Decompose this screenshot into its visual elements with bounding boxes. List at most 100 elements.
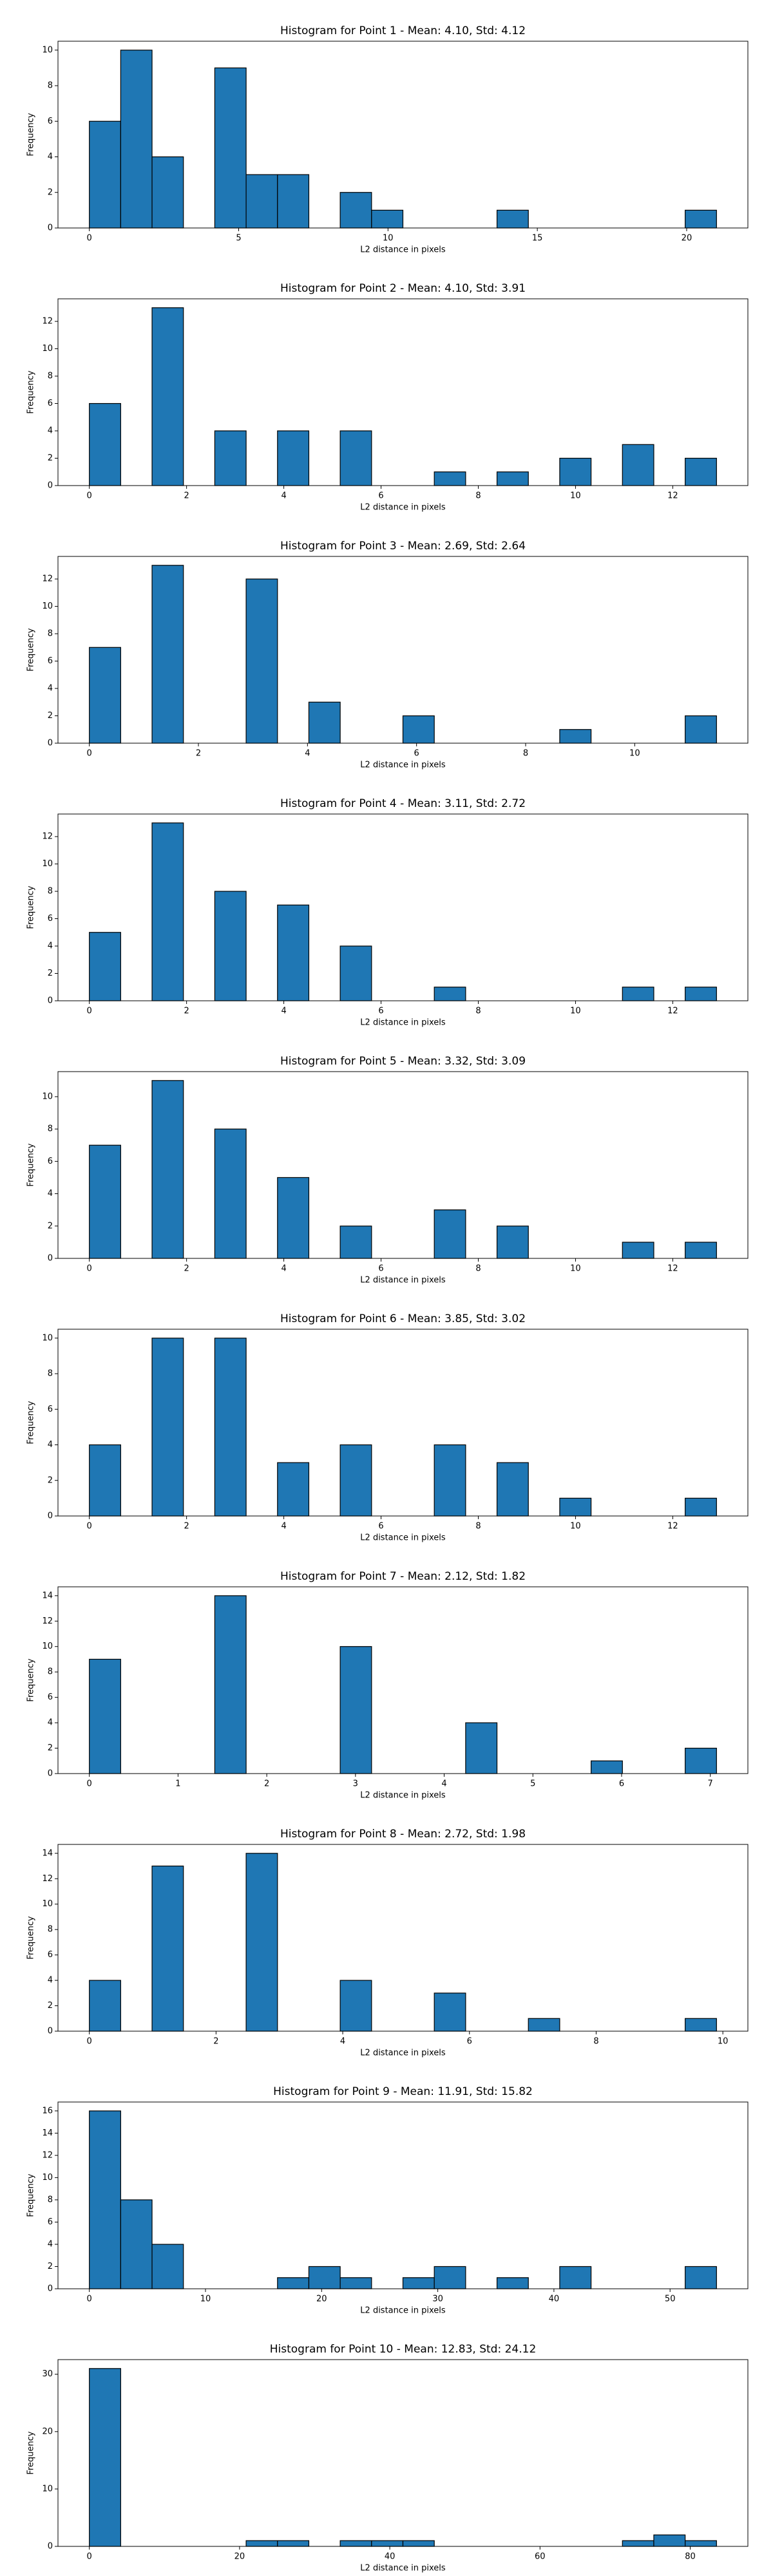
x-tick-label: 6 [467, 2037, 472, 2047]
y-tick-label: 10 [42, 1092, 53, 1101]
histogram-bar [622, 2540, 654, 2547]
y-tick-label: 8 [48, 1667, 53, 1677]
x-tick-label: 2 [264, 1779, 269, 1789]
histogram-bar [214, 891, 247, 1001]
y-tick-label: 10 [42, 601, 53, 611]
histogram-bar [151, 1080, 184, 1259]
histogram-bar [434, 471, 466, 486]
y-tick-label: 2 [48, 969, 53, 978]
histogram-bar [685, 2018, 717, 2032]
y-tick-label: 4 [48, 684, 53, 694]
histogram-bar [89, 120, 121, 229]
y-tick-label: 6 [48, 1405, 53, 1414]
y-tick-label: 12 [42, 1616, 53, 1626]
y-tick-label: 2 [48, 453, 53, 463]
y-tick-label: 4 [48, 942, 53, 951]
histogram-bar [339, 1646, 372, 1774]
x-tick-label: 6 [378, 1522, 383, 1531]
histogram-bar [434, 1993, 466, 2032]
chart-title: Histogram for Point 9 - Mean: 11.91, Std… [273, 2085, 533, 2098]
histogram-bar [89, 932, 121, 1001]
y-tick-label: 6 [48, 2217, 53, 2227]
histogram-bar [339, 2277, 372, 2289]
y-tick-label: 4 [48, 1718, 53, 1728]
y-tick-label: 12 [42, 2150, 53, 2160]
histogram-panel: Histogram for Point 2 - Mean: 4.10, Std:… [26, 282, 749, 513]
histogram-bar [339, 1980, 372, 2032]
histogram-bar [685, 1747, 717, 1774]
histogram-bar [151, 565, 184, 744]
histogram-bar [214, 1595, 247, 1774]
histogram-bar [151, 156, 184, 229]
histogram-bar [622, 987, 654, 1001]
histogram-panel: Histogram for Point 7 - Mean: 2.12, Std:… [26, 1570, 749, 1801]
histogram-bar [559, 2266, 592, 2289]
chart-title: Histogram for Point 6 - Mean: 3.85, Std:… [280, 1312, 526, 1325]
x-tick-label: 0 [87, 2295, 92, 2304]
y-tick-label: 2 [48, 1475, 53, 1485]
histogram-bar [89, 647, 121, 744]
y-tick-label: 4 [48, 1976, 53, 1985]
x-axis-label: L2 distance in pixels [360, 1791, 446, 1801]
y-tick-label: 8 [48, 2195, 53, 2204]
y-axis-label: Frequency [26, 370, 36, 413]
y-tick-label: 0 [48, 2027, 53, 2036]
y-tick-label: 4 [48, 1440, 53, 1450]
histogram-bar [277, 1177, 310, 1259]
x-tick-label: 7 [708, 1779, 713, 1789]
y-tick-label: 8 [48, 629, 53, 639]
histogram-bar [685, 209, 717, 229]
histogram-bar [496, 2277, 529, 2289]
y-tick-label: 0 [48, 739, 53, 748]
x-tick-label: 8 [523, 749, 528, 759]
histogram-bar [465, 1722, 498, 1774]
x-tick-label: 12 [667, 1007, 678, 1016]
x-tick-label: 6 [414, 749, 419, 759]
y-tick-label: 8 [48, 1925, 53, 1935]
y-tick-label: 14 [42, 1848, 53, 1858]
y-tick-label: 14 [42, 1591, 53, 1600]
y-tick-label: 8 [48, 1124, 53, 1134]
x-tick-label: 0 [87, 1522, 92, 1531]
x-tick-label: 4 [441, 1779, 446, 1789]
x-axis-label: L2 distance in pixels [360, 1276, 446, 1285]
histogram-bar [308, 701, 341, 744]
histogram-bar [245, 1853, 278, 2032]
histogram-bar [151, 1338, 184, 1517]
y-tick-label: 10 [42, 2173, 53, 2183]
histogram-bar [120, 50, 153, 229]
y-axis-label: Frequency [26, 1916, 36, 1959]
y-tick-label: 6 [48, 399, 53, 408]
chart-title: Histogram for Point 3 - Mean: 2.69, Std:… [280, 540, 526, 553]
y-tick-label: 6 [48, 117, 53, 126]
x-axis-label: L2 distance in pixels [360, 2306, 446, 2316]
histogram-bar [214, 1338, 247, 1517]
x-tick-label: 8 [475, 1007, 481, 1016]
y-tick-label: 10 [42, 2484, 53, 2494]
y-axis-label: Frequency [26, 628, 36, 671]
axes-frame [57, 1586, 749, 1774]
y-tick-label: 12 [42, 317, 53, 327]
y-tick-label: 10 [42, 1899, 53, 1909]
histogram-bar [496, 1226, 529, 1259]
x-tick-label: 10 [200, 2295, 211, 2304]
x-axis-label: L2 distance in pixels [360, 1533, 446, 1543]
histogram-bar [214, 1128, 247, 1259]
y-tick-label: 0 [48, 223, 53, 233]
x-axis-label: L2 distance in pixels [360, 1018, 446, 1028]
histogram-bar [496, 1462, 529, 1517]
histogram-bar [685, 457, 717, 486]
histogram-bar [151, 307, 184, 486]
histogram-bar [120, 2199, 153, 2289]
axes-frame [57, 556, 749, 744]
histogram-bar [339, 192, 372, 229]
x-tick-label: 1 [175, 1779, 180, 1789]
y-tick-label: 12 [42, 1874, 53, 1884]
y-tick-label: 0 [48, 1769, 53, 1779]
histogram-bar [277, 904, 310, 1001]
y-tick-label: 6 [48, 1950, 53, 1960]
histogram-bar [89, 1658, 121, 1774]
x-tick-label: 5 [236, 234, 241, 243]
histogram-bar [496, 471, 529, 486]
